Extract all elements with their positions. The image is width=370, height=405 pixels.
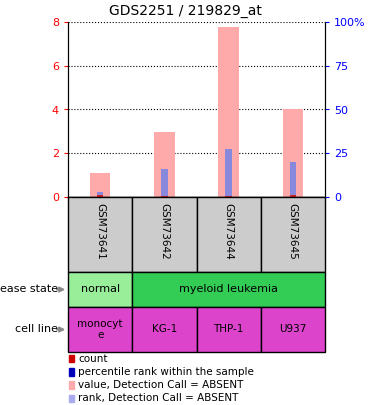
- Text: GSM73645: GSM73645: [288, 203, 298, 260]
- Text: rank, Detection Call = ABSENT: rank, Detection Call = ABSENT: [78, 393, 239, 403]
- Bar: [283, 109, 303, 197]
- Text: count: count: [78, 354, 108, 364]
- Bar: [97, 192, 103, 197]
- Text: percentile rank within the sample: percentile rank within the sample: [78, 367, 254, 377]
- Text: GSM73641: GSM73641: [95, 203, 105, 260]
- Text: U937: U937: [279, 324, 307, 335]
- Bar: [225, 196, 232, 197]
- Bar: [218, 28, 239, 197]
- Bar: [154, 132, 175, 197]
- Bar: [290, 162, 296, 197]
- Bar: [70, 395, 74, 402]
- Bar: [196, 307, 261, 352]
- Bar: [68, 197, 132, 272]
- Text: GSM73644: GSM73644: [223, 203, 233, 260]
- Bar: [90, 173, 110, 197]
- Text: value, Detection Call = ABSENT: value, Detection Call = ABSENT: [78, 380, 244, 390]
- Bar: [68, 307, 132, 352]
- Text: normal: normal: [81, 284, 120, 294]
- Text: GSM73642: GSM73642: [159, 203, 169, 260]
- Bar: [70, 355, 74, 362]
- Bar: [261, 307, 325, 352]
- Text: cell line: cell line: [15, 324, 58, 335]
- Text: monocyt
e: monocyt e: [77, 319, 123, 340]
- Text: THP-1: THP-1: [213, 324, 244, 335]
- Bar: [161, 168, 168, 197]
- Bar: [225, 149, 232, 197]
- Text: GDS2251 / 219829_at: GDS2251 / 219829_at: [108, 4, 262, 18]
- Bar: [132, 197, 196, 272]
- Text: disease state: disease state: [0, 284, 58, 294]
- Bar: [290, 196, 296, 197]
- Text: KG-1: KG-1: [152, 324, 177, 335]
- Bar: [68, 272, 132, 307]
- Bar: [70, 382, 74, 389]
- Bar: [132, 272, 325, 307]
- Bar: [97, 195, 103, 197]
- Bar: [196, 197, 261, 272]
- Bar: [161, 196, 168, 197]
- Bar: [70, 368, 74, 375]
- Bar: [261, 197, 325, 272]
- Bar: [132, 307, 196, 352]
- Text: myeloid leukemia: myeloid leukemia: [179, 284, 278, 294]
